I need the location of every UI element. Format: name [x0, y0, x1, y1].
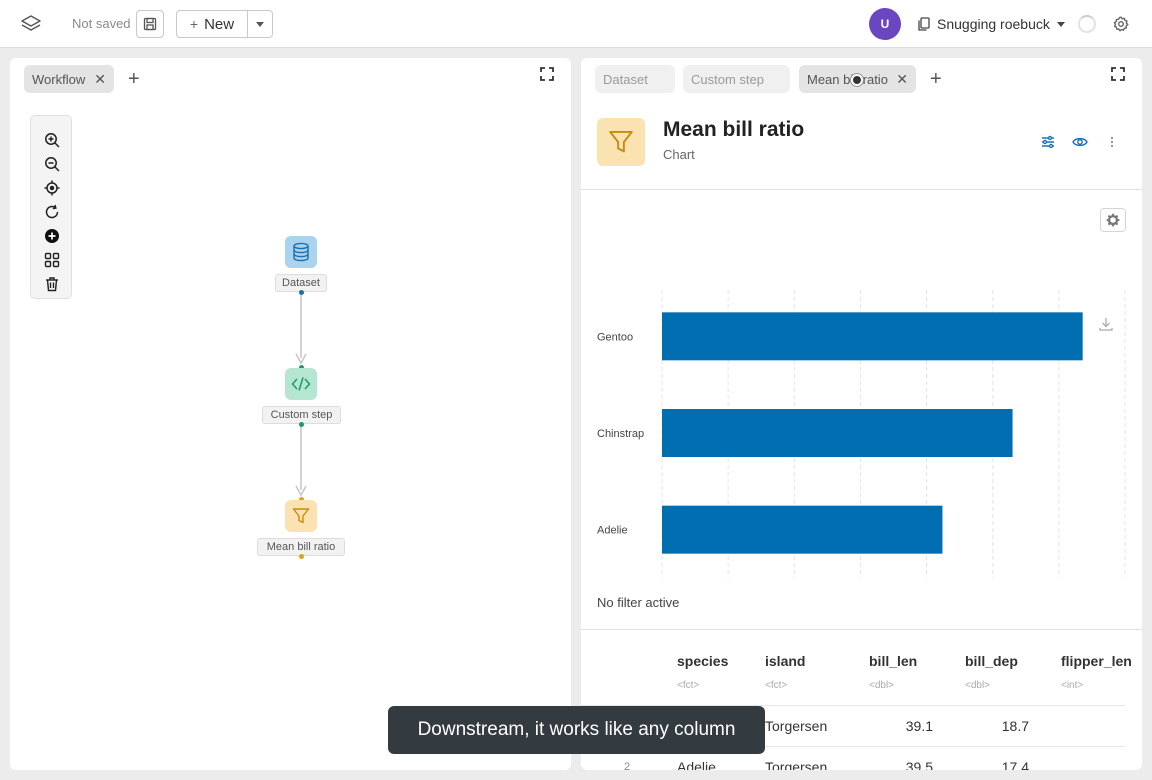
cell-bill-len: 39.1 [905, 718, 933, 734]
tab-label: Custom step [691, 71, 764, 87]
eye-icon[interactable] [1071, 133, 1089, 151]
output-port[interactable] [299, 290, 304, 295]
y-category-label: Adelie [597, 525, 628, 537]
add-node-icon[interactable] [43, 227, 61, 245]
sliders-icon[interactable] [1039, 133, 1057, 151]
canvas-toolbar [30, 115, 72, 299]
column-type: <fct> [677, 680, 700, 691]
input-port[interactable] [299, 497, 304, 502]
cell-bill-len: 39.5 [905, 759, 933, 770]
database-icon [293, 242, 309, 262]
cell-bill-dep: 18.7 [1001, 718, 1029, 734]
code-icon [291, 377, 311, 391]
column-header-flipper-len[interactable]: flipper_len [1061, 653, 1132, 669]
cell-island: Torgersen [765, 718, 828, 734]
workflow-panel: Workflow ✕ + [10, 58, 571, 770]
node-label-custom-step: Custom step [262, 406, 341, 424]
column-header-species[interactable]: species [677, 653, 729, 669]
trash-icon[interactable] [43, 275, 61, 293]
node-custom-step[interactable] [285, 368, 317, 400]
caret-down-icon [256, 21, 264, 27]
edge-arrow [295, 485, 307, 497]
tab-workflow[interactable]: Workflow ✕ [24, 65, 114, 93]
row-number: 2 [624, 761, 631, 770]
top-bar: Not saved + New U Snugging roebuck [0, 0, 1152, 48]
column-type: <int> [1061, 680, 1084, 691]
tab-label: Dataset [603, 71, 648, 87]
caret-down-icon [1056, 21, 1065, 27]
output-port[interactable] [299, 554, 304, 559]
node-mean-bill-ratio[interactable] [285, 500, 317, 532]
floppy-icon [143, 17, 157, 31]
save-status: Not saved [72, 16, 131, 31]
refresh-icon[interactable] [43, 203, 61, 221]
step-title: Mean bill ratio [663, 118, 805, 141]
add-tab-button[interactable]: + [930, 68, 942, 90]
fullscreen-icon[interactable] [1111, 67, 1127, 83]
column-type: <dbl> [869, 680, 895, 691]
layers-logo-icon[interactable] [18, 12, 44, 36]
new-button-label: New [204, 15, 235, 33]
user-avatar[interactable]: U [869, 8, 901, 40]
tab-custom-step[interactable]: Custom step [683, 65, 790, 93]
more-vertical-icon[interactable] [1103, 133, 1121, 151]
cell-species: Adelie [677, 759, 716, 770]
step-type: Chart [663, 147, 695, 162]
filter-funnel-icon [292, 508, 310, 524]
filter-funnel-icon [609, 130, 633, 153]
tab-dataset[interactable]: Dataset [595, 65, 675, 93]
y-category-label: Gentoo [597, 331, 633, 343]
edge-arrow [295, 353, 307, 365]
bar-gentoo [662, 312, 1083, 361]
filter-status: No filter active [597, 595, 680, 610]
output-port[interactable] [299, 422, 304, 427]
cell-island: Torgersen [765, 759, 828, 770]
loading-spinner-icon [1078, 15, 1096, 33]
tutorial-tooltip: Downstream, it works like any column [388, 706, 765, 754]
header-divider [581, 189, 1142, 190]
layout-grid-icon[interactable] [43, 251, 61, 269]
cell-bill-dep: 17.4 [1001, 759, 1029, 770]
step-panel: Dataset Custom step Mean bill ratio ✕ + … [581, 58, 1142, 770]
close-icon[interactable]: ✕ [94, 70, 106, 87]
zoom-out-icon[interactable] [43, 155, 61, 173]
tab-label: Workflow [32, 71, 86, 87]
settings-gear-icon[interactable] [1110, 13, 1132, 35]
input-port[interactable] [299, 365, 304, 370]
y-category-label: Chinstrap [597, 428, 644, 440]
column-header-bill-dep[interactable]: bill_dep [965, 653, 1018, 669]
mouse-cursor [851, 74, 863, 86]
bar-chinstrap [662, 409, 1013, 457]
column-type: <dbl> [965, 680, 991, 691]
bar-adelie [662, 505, 943, 554]
close-icon[interactable]: ✕ [896, 70, 908, 87]
row-divider [581, 746, 1125, 747]
new-dropdown-button[interactable] [247, 10, 273, 38]
download-icon[interactable] [1099, 318, 1113, 331]
tab-label: Mean bill ratio [807, 71, 888, 87]
workflow-edges [295, 294, 307, 497]
fullscreen-icon[interactable] [540, 67, 556, 83]
add-tab-button[interactable]: + [128, 68, 140, 90]
save-button[interactable] [136, 10, 164, 38]
center-target-icon[interactable] [43, 179, 61, 197]
gear-icon [1106, 213, 1120, 227]
project-selector[interactable]: Snugging roebuck [918, 14, 1065, 34]
table-divider [581, 629, 1142, 630]
column-header-island[interactable]: island [765, 653, 806, 669]
node-dataset[interactable] [285, 236, 317, 268]
column-header-bill-len[interactable]: bill_len [869, 653, 918, 669]
document-icon [918, 17, 930, 31]
chart-settings-button[interactable] [1100, 208, 1126, 232]
column-type: <fct> [765, 680, 788, 691]
project-name: Snugging roebuck [937, 16, 1050, 32]
zoom-in-icon[interactable] [43, 131, 61, 149]
plus-icon: + [189, 16, 199, 32]
bar-chart: 00.511.522.533.5GentooChinstrapAdeliebil… [597, 290, 1126, 578]
step-type-badge [597, 118, 645, 166]
row-divider [581, 705, 1125, 706]
new-button[interactable]: + New [176, 10, 248, 38]
